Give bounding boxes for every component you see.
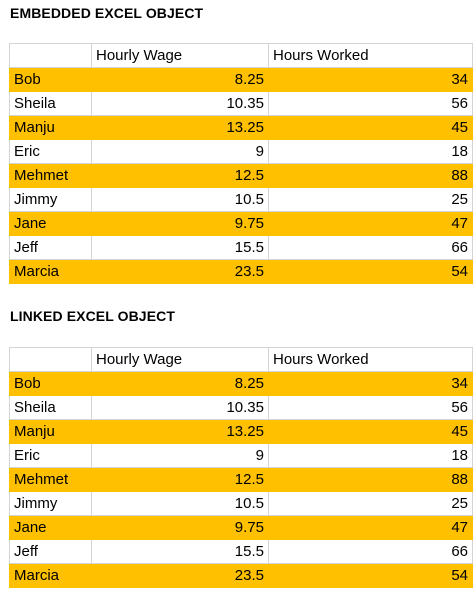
table-header-row: Hourly Wage Hours Worked <box>9 347 473 372</box>
hours-worked-cell[interactable]: 47 <box>268 515 473 540</box>
table-row: Jimmy 10.5 25 <box>9 491 473 516</box>
header-cell-hours-worked[interactable]: Hours Worked <box>268 43 473 68</box>
hours-worked-cell[interactable]: 56 <box>268 91 473 116</box>
hours-worked-cell[interactable]: 34 <box>268 67 473 92</box>
name-cell[interactable]: Sheila <box>9 91 92 116</box>
hourly-wage-cell[interactable]: 15.5 <box>91 539 269 564</box>
table-row: Eric 9 18 <box>9 443 473 468</box>
table-row: Jeff 15.5 66 <box>9 539 473 564</box>
hourly-wage-cell[interactable]: 23.5 <box>91 563 269 588</box>
name-cell[interactable]: Mehmet <box>9 163 92 188</box>
hours-worked-cell[interactable]: 66 <box>268 539 473 564</box>
hours-worked-cell[interactable]: 34 <box>268 371 473 396</box>
header-cell-hourly-wage[interactable]: Hourly Wage <box>91 347 269 372</box>
table-row: Eric 9 18 <box>9 139 473 164</box>
table-row: Marcia 23.5 54 <box>9 259 473 284</box>
hourly-wage-cell[interactable]: 10.5 <box>91 187 269 212</box>
hourly-wage-cell[interactable]: 13.25 <box>91 419 269 444</box>
name-cell[interactable]: Sheila <box>9 395 92 420</box>
hours-worked-cell[interactable]: 18 <box>268 139 473 164</box>
hourly-wage-cell[interactable]: 10.35 <box>91 91 269 116</box>
name-cell[interactable]: Manju <box>9 419 92 444</box>
hours-worked-cell[interactable]: 25 <box>268 491 473 516</box>
hours-worked-cell[interactable]: 66 <box>268 235 473 260</box>
name-cell[interactable]: Bob <box>9 67 92 92</box>
name-cell[interactable]: Jimmy <box>9 491 92 516</box>
table-row: Sheila 10.35 56 <box>9 395 473 420</box>
table-row: Bob 8.25 34 <box>9 67 473 92</box>
name-cell[interactable]: Jane <box>9 515 92 540</box>
table-row: Jimmy 10.5 25 <box>9 187 473 212</box>
name-cell[interactable]: Marcia <box>9 259 92 284</box>
hourly-wage-cell[interactable]: 10.35 <box>91 395 269 420</box>
table-row: Jane 9.75 47 <box>9 515 473 540</box>
hours-worked-cell[interactable]: 88 <box>268 467 473 492</box>
hourly-wage-cell[interactable]: 9 <box>91 443 269 468</box>
table-header-row: Hourly Wage Hours Worked <box>9 43 473 68</box>
hourly-wage-cell[interactable]: 9 <box>91 139 269 164</box>
table-row: Manju 13.25 45 <box>9 115 473 140</box>
hours-worked-cell[interactable]: 25 <box>268 187 473 212</box>
table-row: Jeff 15.5 66 <box>9 235 473 260</box>
header-cell-name[interactable] <box>9 43 92 68</box>
table-row: Marcia 23.5 54 <box>9 563 473 588</box>
header-cell-hours-worked[interactable]: Hours Worked <box>268 347 473 372</box>
hourly-wage-cell[interactable]: 23.5 <box>91 259 269 284</box>
hourly-wage-cell[interactable]: 15.5 <box>91 235 269 260</box>
hourly-wage-cell[interactable]: 10.5 <box>91 491 269 516</box>
hourly-wage-cell[interactable]: 9.75 <box>91 515 269 540</box>
hourly-wage-cell[interactable]: 12.5 <box>91 467 269 492</box>
name-cell[interactable]: Jane <box>9 211 92 236</box>
name-cell[interactable]: Jeff <box>9 235 92 260</box>
name-cell[interactable]: Jeff <box>9 539 92 564</box>
hours-worked-cell[interactable]: 45 <box>268 419 473 444</box>
hourly-wage-cell[interactable]: 12.5 <box>91 163 269 188</box>
embedded-excel-table[interactable]: Hourly Wage Hours Worked Bob 8.25 34 She… <box>9 43 473 284</box>
name-cell[interactable]: Eric <box>9 443 92 468</box>
hourly-wage-cell[interactable]: 8.25 <box>91 67 269 92</box>
table-row: Manju 13.25 45 <box>9 419 473 444</box>
hourly-wage-cell[interactable]: 13.25 <box>91 115 269 140</box>
linked-excel-table[interactable]: Hourly Wage Hours Worked Bob 8.25 34 She… <box>9 347 473 588</box>
table-row: Mehmet 12.5 88 <box>9 163 473 188</box>
hours-worked-cell[interactable]: 18 <box>268 443 473 468</box>
hourly-wage-cell[interactable]: 8.25 <box>91 371 269 396</box>
hours-worked-cell[interactable]: 47 <box>268 211 473 236</box>
hours-worked-cell[interactable]: 88 <box>268 163 473 188</box>
hours-worked-cell[interactable]: 54 <box>268 563 473 588</box>
header-cell-name[interactable] <box>9 347 92 372</box>
header-cell-hourly-wage[interactable]: Hourly Wage <box>91 43 269 68</box>
hours-worked-cell[interactable]: 56 <box>268 395 473 420</box>
name-cell[interactable]: Mehmet <box>9 467 92 492</box>
name-cell[interactable]: Marcia <box>9 563 92 588</box>
table-row: Jane 9.75 47 <box>9 211 473 236</box>
hours-worked-cell[interactable]: 54 <box>268 259 473 284</box>
hours-worked-cell[interactable]: 45 <box>268 115 473 140</box>
name-cell[interactable]: Manju <box>9 115 92 140</box>
name-cell[interactable]: Jimmy <box>9 187 92 212</box>
embedded-section-title: EMBEDDED EXCEL OBJECT <box>10 5 204 21</box>
table-row: Bob 8.25 34 <box>9 371 473 396</box>
name-cell[interactable]: Eric <box>9 139 92 164</box>
linked-section-title: LINKED EXCEL OBJECT <box>10 308 175 324</box>
name-cell[interactable]: Bob <box>9 371 92 396</box>
table-row: Mehmet 12.5 88 <box>9 467 473 492</box>
hourly-wage-cell[interactable]: 9.75 <box>91 211 269 236</box>
table-row: Sheila 10.35 56 <box>9 91 473 116</box>
